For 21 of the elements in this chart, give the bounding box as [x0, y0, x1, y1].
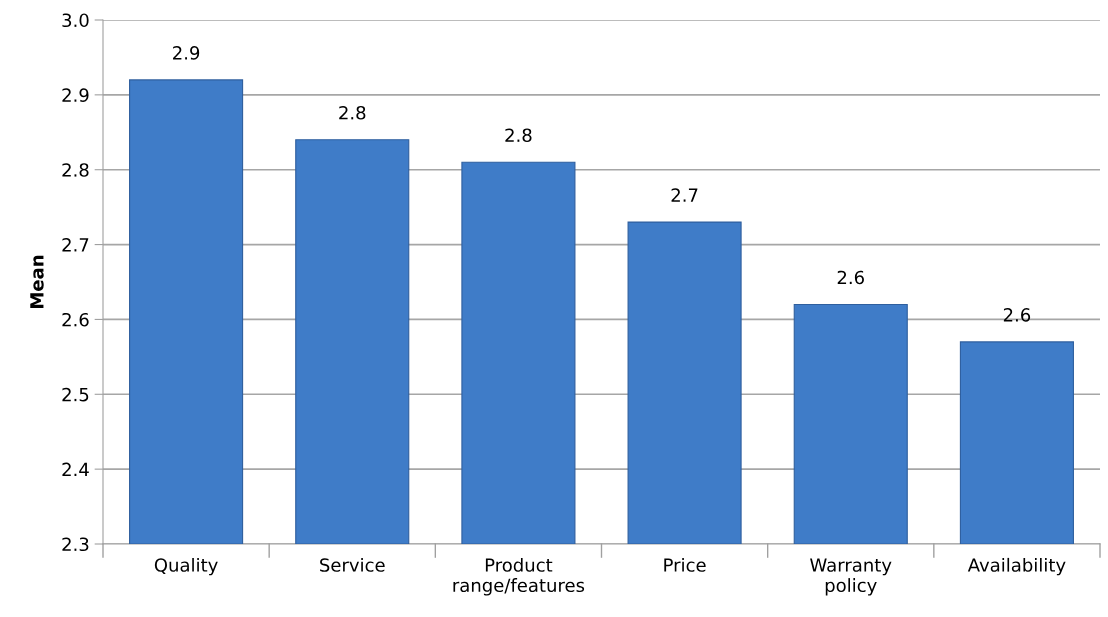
- x-tick-label: Quality: [154, 557, 218, 576]
- y-tick-label: 2.5: [62, 387, 89, 402]
- data-label: 2.8: [339, 105, 366, 120]
- data-label: 2.8: [505, 128, 532, 143]
- data-label: 2.7: [671, 188, 698, 202]
- x-tick-label: Product range/features: [453, 557, 585, 596]
- y-tick-label: 2.3: [62, 537, 89, 552]
- x-tick-label: Service: [320, 557, 385, 572]
- y-tick-label: 2.9: [62, 88, 89, 102]
- y-tick-label: 2.8: [62, 163, 89, 177]
- data-label: 2.6: [837, 270, 864, 285]
- x-tick-label: Availability: [967, 557, 1066, 576]
- data-label: 2.6: [1003, 308, 1031, 322]
- y-tick-label: 2.7: [62, 238, 89, 252]
- data-label: 2.9: [173, 46, 200, 60]
- y-tick-label: 2.6: [62, 312, 89, 327]
- y-tick-label: 2.4: [62, 462, 89, 476]
- y-tick-label: 3.0: [62, 13, 89, 28]
- x-tick-label: Warranty policy: [810, 558, 892, 596]
- x-tick-label: Price: [664, 557, 706, 572]
- y-axis-title: Mean: [30, 255, 44, 308]
